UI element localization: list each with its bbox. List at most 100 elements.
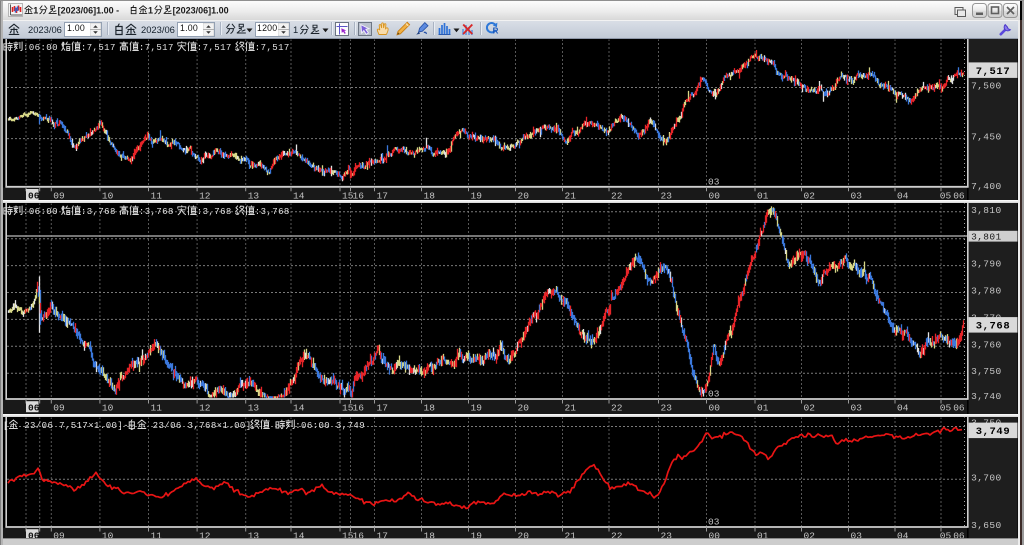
svg-text:7,517: 7,517	[976, 65, 1011, 77]
svg-text:18: 18	[424, 190, 436, 200]
svg-text:17: 17	[377, 190, 388, 200]
svg-text:20: 20	[518, 190, 530, 200]
svg-text:05: 05	[940, 530, 952, 538]
svg-text:12: 12	[199, 190, 211, 200]
svg-text:11: 11	[151, 190, 163, 200]
svg-text::7,517: :7,517	[139, 42, 180, 52]
svg-text:06: 06	[28, 190, 40, 200]
svg-text:21: 21	[565, 402, 577, 413]
svg-text:10: 10	[102, 530, 114, 538]
svg-text:23/06 7,517×1.00]-[: 23/06 7,517×1.00]-[	[18, 420, 134, 430]
svg-text:3,790: 3,790	[971, 258, 1002, 269]
svg-text:1: 1	[33, 6, 38, 16]
svg-text:04: 04	[897, 190, 909, 200]
svg-text:17: 17	[377, 402, 388, 413]
svg-text:14: 14	[293, 530, 305, 538]
svg-text:09: 09	[53, 190, 65, 200]
svg-text:7,400: 7,400	[971, 181, 1002, 192]
svg-text:20: 20	[518, 530, 530, 538]
svg-text:03: 03	[851, 530, 863, 538]
svg-text:19: 19	[471, 402, 483, 413]
svg-text:06: 06	[28, 530, 40, 538]
svg-text:14: 14	[293, 190, 305, 200]
svg-text:00: 00	[709, 402, 721, 413]
svg-text:10: 10	[102, 402, 114, 413]
svg-text:22: 22	[611, 530, 623, 538]
svg-text:13: 13	[248, 402, 260, 413]
svg-text:3,810: 3,810	[971, 204, 1002, 215]
svg-text:3,740: 3,740	[971, 391, 1002, 402]
svg-text:3,768: 3,768	[976, 320, 1011, 332]
svg-text:18: 18	[424, 530, 436, 538]
svg-text::7,517: :7,517	[81, 42, 122, 52]
svg-text:7,500: 7,500	[971, 80, 1002, 91]
svg-text:06: 06	[28, 402, 40, 413]
svg-text:3,700: 3,700	[971, 472, 1002, 483]
svg-text:21: 21	[565, 190, 577, 200]
svg-text:23: 23	[661, 530, 673, 538]
svg-text::3,768: :3,768	[81, 206, 122, 216]
svg-text:04: 04	[897, 530, 909, 538]
svg-text:00: 00	[709, 530, 721, 538]
svg-text:11: 11	[151, 402, 163, 413]
svg-text:23: 23	[661, 402, 673, 413]
svg-text:[2023/06]1.00: [2023/06]1.00	[173, 6, 229, 16]
svg-text:03: 03	[851, 190, 863, 200]
svg-text:02: 02	[804, 190, 816, 200]
svg-text:14: 14	[293, 402, 305, 413]
svg-text:10: 10	[102, 190, 114, 200]
svg-text:06: 06	[953, 530, 965, 538]
svg-text:03: 03	[851, 402, 863, 413]
svg-text:15: 15	[342, 530, 354, 538]
svg-text:12: 12	[199, 402, 211, 413]
svg-text:22: 22	[611, 190, 623, 200]
svg-text:15: 15	[342, 190, 354, 200]
svg-text:3,780: 3,780	[971, 285, 1002, 296]
svg-text:21: 21	[565, 530, 577, 538]
svg-text:3,801: 3,801	[971, 231, 1002, 242]
svg-text:09: 09	[53, 402, 65, 413]
svg-text:23/06 3,768×1.00]: 23/06 3,768×1.00]	[147, 420, 258, 430]
svg-text:17: 17	[377, 530, 388, 538]
svg-text::7,517: :7,517	[255, 42, 290, 52]
svg-text:04: 04	[897, 402, 909, 413]
svg-text:05: 05	[940, 402, 952, 413]
svg-text:11: 11	[151, 530, 163, 538]
svg-text:12: 12	[199, 530, 211, 538]
svg-text:01: 01	[757, 190, 769, 200]
svg-text:16: 16	[353, 530, 365, 538]
svg-text:03: 03	[708, 516, 720, 527]
svg-text:19: 19	[471, 530, 483, 538]
svg-text:3,650: 3,650	[971, 519, 1002, 530]
svg-text::7,517: :7,517	[197, 42, 238, 52]
svg-text::3,768: :3,768	[139, 206, 180, 216]
svg-text:09: 09	[53, 530, 65, 538]
svg-text:13: 13	[248, 190, 260, 200]
svg-text:00: 00	[709, 190, 721, 200]
svg-text:06: 06	[953, 402, 965, 413]
svg-text:R: R	[493, 27, 499, 36]
svg-text:20: 20	[518, 402, 530, 413]
svg-text:01: 01	[757, 530, 769, 538]
svg-text:13: 13	[248, 530, 260, 538]
svg-text:[2023/06]1.00 -: [2023/06]1.00 -	[58, 6, 122, 16]
svg-text::3,768: :3,768	[197, 206, 238, 216]
svg-text:03: 03	[708, 176, 720, 187]
svg-text:23: 23	[661, 190, 673, 200]
svg-text:01: 01	[757, 402, 769, 413]
svg-text:15: 15	[342, 402, 354, 413]
svg-text:3,750: 3,750	[971, 366, 1002, 377]
svg-text:19: 19	[471, 190, 483, 200]
svg-text:05: 05	[940, 190, 952, 200]
svg-text:06: 06	[953, 190, 965, 200]
svg-text:3,749: 3,749	[976, 426, 1011, 438]
svg-text:18: 18	[424, 402, 436, 413]
svg-text:1: 1	[148, 6, 153, 16]
svg-text::3,768: :3,768	[255, 206, 290, 216]
svg-text:16: 16	[353, 190, 365, 200]
svg-text:3,760: 3,760	[971, 339, 1002, 350]
svg-text:16: 16	[353, 402, 365, 413]
svg-text:[: [	[3, 420, 9, 430]
svg-text::06:00: :06:00	[23, 206, 64, 216]
svg-text:02: 02	[804, 402, 816, 413]
